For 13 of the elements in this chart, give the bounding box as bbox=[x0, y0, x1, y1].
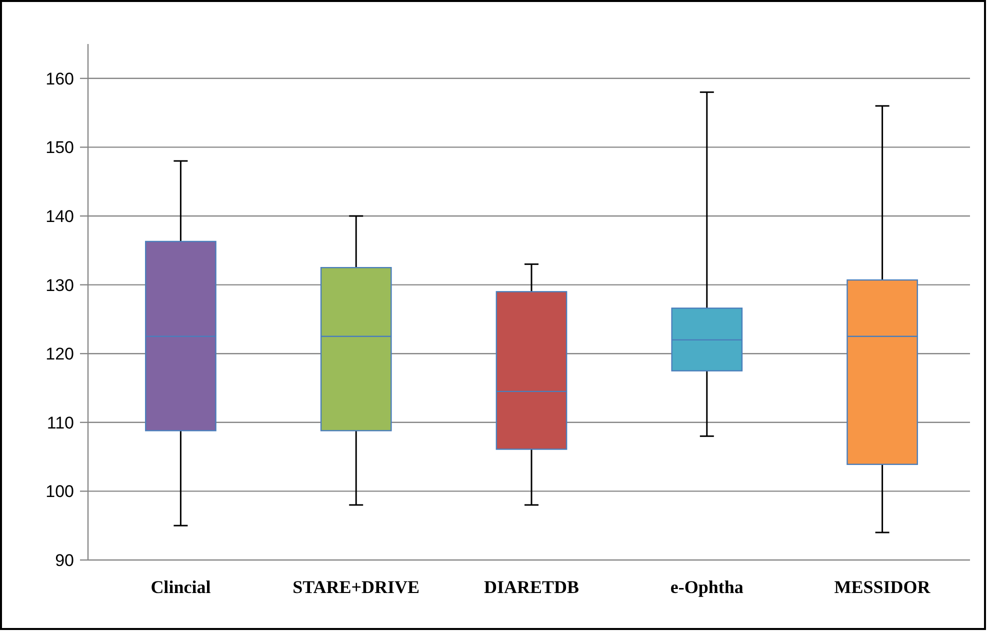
y-tick-label: 100 bbox=[46, 482, 74, 502]
y-tick-label: 140 bbox=[46, 206, 74, 226]
x-tick-label: e-Ophtha bbox=[670, 577, 744, 597]
y-tick-label: 130 bbox=[46, 276, 74, 295]
x-tick-label: DIARETDB bbox=[484, 577, 580, 597]
y-tick-label: 110 bbox=[46, 413, 74, 432]
x-tick-label: STARE+DRIVE bbox=[292, 577, 420, 597]
y-tick-label: 120 bbox=[46, 344, 74, 364]
x-tick-label: Clincial bbox=[150, 577, 211, 597]
y-tick-label: 160 bbox=[46, 69, 74, 88]
y-tick-label: 150 bbox=[46, 138, 74, 158]
y-tick-label: 90 bbox=[55, 550, 74, 570]
x-tick-label: MESSIDOR bbox=[834, 577, 932, 597]
